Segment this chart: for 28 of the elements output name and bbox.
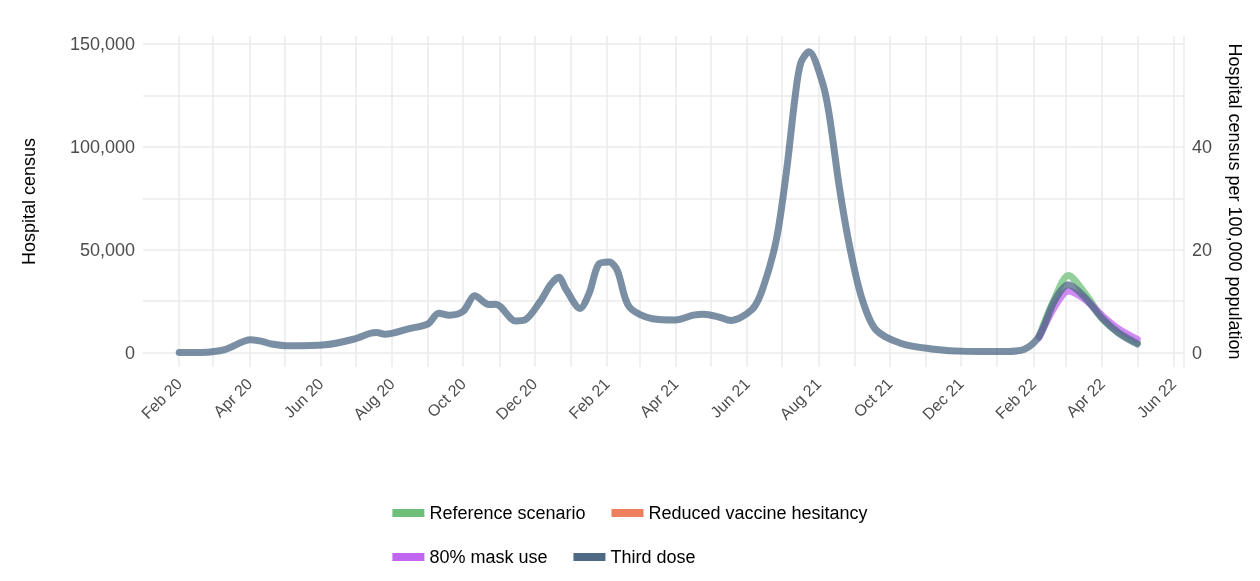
y2-tick-label: 20 <box>1192 239 1213 260</box>
x-tick-label: Jun 21 <box>707 374 754 421</box>
y2-tick-label: 0 <box>1192 342 1203 363</box>
x-tick-label: Oct 20 <box>423 374 470 421</box>
legend-label: Reference scenario <box>429 503 586 523</box>
legend-label: Reduced vaccine hesitancy <box>648 503 868 523</box>
x-tick-label: Jun 22 <box>1133 374 1180 421</box>
x-tick-label: Oct 21 <box>850 374 896 421</box>
x-tick-label: Dec 20 <box>492 374 541 423</box>
y2-axis-title: Hospital census per 100,000 population <box>1225 43 1245 360</box>
x-tick-label: Apr 22 <box>1062 374 1109 421</box>
x-tick-label: Dec 21 <box>919 374 967 423</box>
x-tick-label: Aug 21 <box>776 374 825 423</box>
y2-tick-label: 40 <box>1192 136 1213 157</box>
x-tick-label: Apr 20 <box>210 374 256 421</box>
legend-label: 80% mask use <box>429 547 548 567</box>
x-tick-label: Feb 20 <box>138 374 186 423</box>
y-tick-label: 100,000 <box>69 137 135 158</box>
x-tick-label: Aug 20 <box>350 374 398 423</box>
legend-label: Third dose <box>610 547 696 567</box>
y-axis-title: Hospital census <box>19 137 39 266</box>
y-tick-label: 50,000 <box>79 239 135 260</box>
y-tick-label: 0 <box>124 342 135 363</box>
x-tick-label: Feb 22 <box>992 374 1040 423</box>
x-tick-label: Feb 21 <box>565 374 613 423</box>
x-tick-label: Apr 21 <box>636 374 682 421</box>
x-tick-label: Jun 20 <box>280 374 327 421</box>
y-tick-label: 150,000 <box>69 34 135 55</box>
